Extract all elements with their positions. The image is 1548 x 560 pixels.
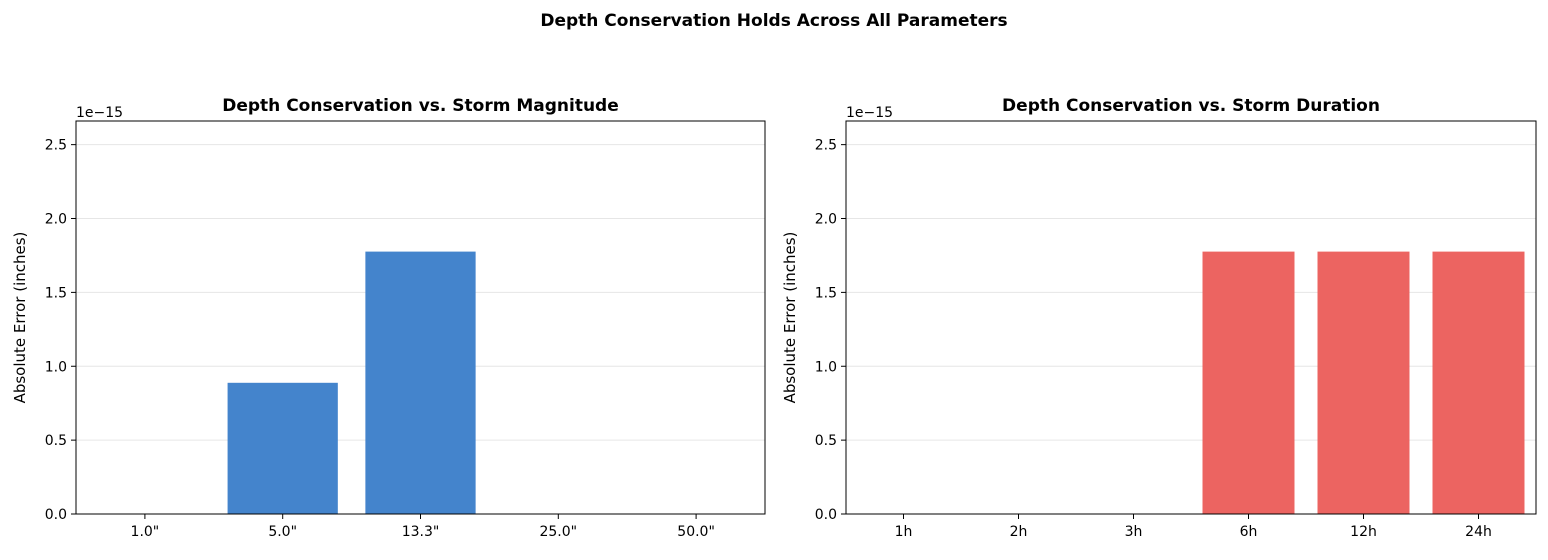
- magnitude-bar-1: [227, 382, 338, 514]
- duration-xtick-label: 24h: [1465, 524, 1492, 540]
- duration-y-axis-label: Absolute Error (inches): [781, 232, 799, 404]
- magnitude-xtick-label: 50.0": [677, 524, 715, 540]
- magnitude-xtick-label: 25.0": [539, 524, 577, 540]
- magnitude-xtick-label: 5.0": [268, 524, 297, 540]
- duration-chart-panel: 0.0 0.5 1.0 1.5 2.0 2.5 1h 2h 3h 6h 12h 24h 1e−15 Dep…: [781, 96, 1537, 540]
- duration-bar-3: [1202, 251, 1295, 514]
- duration-ytick-label: 0.5: [815, 433, 837, 449]
- duration-ytick-label: 2.5: [815, 138, 837, 154]
- magnitude-chart-panel: 0.0 0.5 1.0 1.5 2.0 2.5 1.0" 5.0" 13.3" 25.0" 50.0…: [11, 96, 766, 540]
- magnitude-ytick-label: 1.5: [45, 285, 67, 301]
- magnitude-y-axis-label: Absolute Error (inches): [11, 232, 29, 404]
- magnitude-y-offset-label: 1e−15: [76, 105, 123, 121]
- duration-chart-title: Depth Conservation vs. Storm Duration: [1002, 96, 1380, 116]
- magnitude-ytick-label: 0.0: [45, 507, 67, 523]
- duration-bar-4: [1317, 251, 1410, 514]
- magnitude-xtick-label: 1.0": [131, 524, 160, 540]
- duration-y-offset-label: 1e−15: [846, 105, 893, 121]
- magnitude-ytick-label: 0.5: [45, 433, 67, 449]
- duration-xtick-label: 3h: [1125, 524, 1143, 540]
- duration-bar-5: [1432, 251, 1525, 514]
- duration-ytick-label: 1.0: [815, 359, 837, 375]
- duration-xtick-label: 2h: [1010, 524, 1028, 540]
- magnitude-xtick-label: 13.3": [402, 524, 440, 540]
- magnitude-bar-2: [365, 251, 476, 514]
- duration-xtick-label: 12h: [1350, 524, 1377, 540]
- duration-axes-frame: [845, 120, 1537, 515]
- duration-ytick-label: 0.0: [815, 507, 837, 523]
- duration-ytick-label: 2.0: [815, 212, 837, 228]
- magnitude-ytick-label: 1.0: [45, 359, 67, 375]
- duration-xtick-label: 6h: [1240, 524, 1258, 540]
- duration-xtick-label: 1h: [895, 524, 913, 540]
- magnitude-chart-title: Depth Conservation vs. Storm Magnitude: [222, 96, 619, 116]
- magnitude-ytick-label: 2.5: [45, 138, 67, 154]
- figure-title: Depth Conservation Holds Across All Para…: [540, 11, 1007, 31]
- duration-ytick-label: 1.5: [815, 285, 837, 301]
- magnitude-ytick-label: 2.0: [45, 212, 67, 228]
